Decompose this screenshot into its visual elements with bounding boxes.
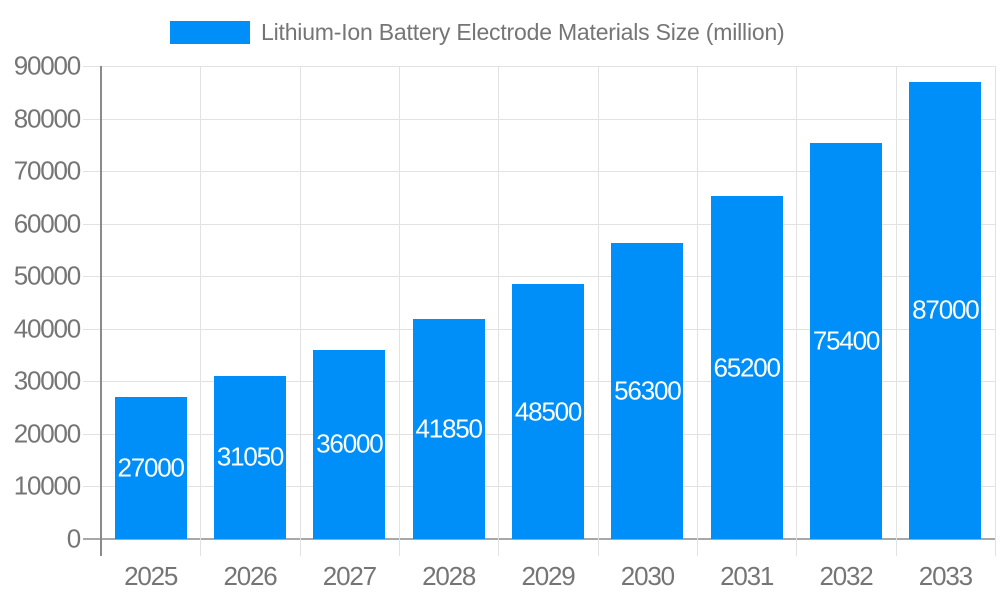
bar-value-label: 56300 [614,375,682,406]
y-axis-tick-label: 30000 [13,365,82,396]
legend-item[interactable]: Lithium-Ion Battery Electrode Materials … [170,19,785,45]
x-axis-tick-label: 2026 [223,561,277,591]
gridline-vertical [399,66,400,556]
gridline-horizontal [83,276,995,278]
chart-title: Lithium-Ion Battery Electrode Materials … [261,18,785,45]
bar-2027[interactable] [313,349,386,539]
y-axis-tick-label: 50000 [13,260,82,291]
bar-2026[interactable] [214,375,286,539]
bar-2028[interactable] [412,319,485,539]
bar-2032[interactable] [810,142,882,539]
y-axis-tick-label: 0 [66,523,81,554]
gridline-vertical [895,66,897,556]
bar-2029[interactable] [512,284,584,539]
gridline-vertical [498,66,500,556]
y-axis-tick-label: 80000 [13,103,82,134]
x-axis-tick-label: 2032 [819,561,873,591]
bar-value-label: 41850 [415,413,484,444]
bar-value-label: 87000 [912,294,980,325]
x-axis-tick-label: 2031 [720,561,774,591]
bar-value-label: 65200 [713,352,782,383]
bar-2033[interactable] [909,81,982,539]
bar-value-label: 75400 [812,325,881,356]
gridline-horizontal [83,118,995,120]
gridline-vertical [299,66,301,556]
gridline-horizontal [83,171,995,173]
bar-2031[interactable] [710,196,783,539]
bar-value-label: 27000 [117,452,186,483]
bar-value-label: 48500 [514,396,583,427]
x-axis-tick-label: 2029 [521,561,575,591]
gridline-horizontal [83,223,995,225]
y-axis-tick-label: 70000 [13,155,82,186]
bar-value-label: 36000 [316,428,384,459]
gridline-vertical [796,66,798,556]
y-axis-tick-label: 90000 [13,50,82,81]
gridline-vertical [995,66,996,556]
y-axis-tick-label: 10000 [13,470,82,501]
legend-swatch [170,20,250,44]
y-axis-tick-label: 60000 [13,208,82,239]
x-axis-tick-label: 2033 [918,561,973,591]
gridline-vertical [697,66,698,556]
gridline-horizontal [83,66,995,67]
y-axis-tick-label: 40000 [13,313,82,344]
x-axis-tick-label: 2027 [322,561,377,591]
bar-2025[interactable] [114,397,187,539]
gridline-vertical [597,66,599,556]
y-axis-tick-label: 20000 [13,418,82,449]
gridline-vertical [200,66,202,556]
x-axis-tick-label: 2025 [124,561,178,591]
x-axis-tick-label: 2030 [620,561,675,591]
bar-value-label: 31050 [216,441,285,472]
bar-2030[interactable] [611,243,684,539]
y-axis-line [100,66,102,556]
x-axis-tick-label: 2028 [422,561,476,591]
x-axis-line [83,538,995,540]
